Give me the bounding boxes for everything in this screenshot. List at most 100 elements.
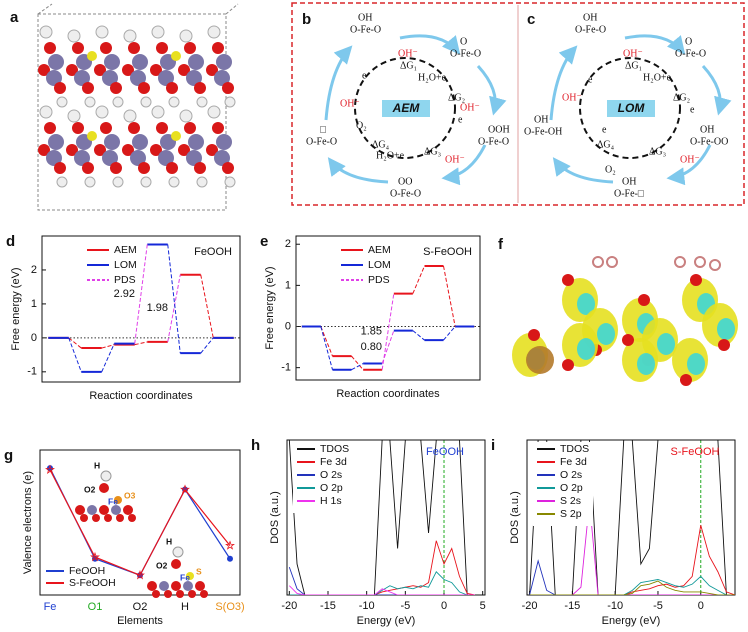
- species: e: [602, 124, 607, 135]
- arrow: [399, 34, 461, 55]
- h-atom: [224, 96, 236, 108]
- fe-atom: [104, 134, 120, 150]
- inset-atom: [200, 590, 208, 598]
- fe-atom: [48, 134, 64, 150]
- x-axis-label: Reaction coordinates: [89, 390, 193, 402]
- connector: [443, 326, 456, 341]
- node-top: OOH: [488, 124, 510, 135]
- inset-atom: [75, 505, 85, 515]
- species: H₂O+e: [643, 72, 672, 83]
- marker: [135, 570, 145, 580]
- o-atom: [66, 64, 78, 76]
- h-atom: [196, 176, 208, 188]
- fe-atom: [102, 70, 118, 86]
- fe-atom: [216, 54, 232, 70]
- inset-atom: [186, 572, 194, 580]
- o-atom: [82, 82, 94, 94]
- connector: [68, 337, 82, 349]
- panel-label: g: [4, 447, 13, 464]
- fe-atom: [46, 150, 62, 166]
- inset-label: H: [94, 460, 100, 470]
- species: OH⁻: [562, 92, 582, 103]
- node-bottom: O-Fe-□: [614, 188, 644, 199]
- species: H₂O+e: [418, 72, 447, 83]
- o-atom: [156, 42, 168, 54]
- node-bottom: O-Fe-O: [390, 188, 421, 199]
- h-atom: [84, 176, 96, 188]
- arrow: [327, 157, 389, 184]
- h-atom: [95, 105, 109, 119]
- node-bottom: O-Fe-OH: [524, 126, 562, 137]
- o-atom: [150, 144, 162, 156]
- inset-label: Fe: [180, 572, 190, 582]
- y-axis-label: DOS (a.u.): [509, 491, 521, 544]
- node-top: OH: [534, 114, 548, 125]
- dos-line: [529, 575, 735, 595]
- h-atom: [196, 96, 208, 108]
- o-atom: [44, 42, 56, 54]
- y-tick-label: 0: [31, 332, 37, 344]
- o-atom: [138, 82, 150, 94]
- legend-label: TDOS: [560, 443, 589, 455]
- node-top: O: [685, 36, 692, 47]
- inset-label: FeOOH: [426, 446, 464, 458]
- o-atom: [110, 162, 122, 174]
- density-lobe: [577, 293, 595, 315]
- h-atom: [606, 256, 618, 268]
- o-atom: [94, 144, 106, 156]
- series-line: [49, 469, 231, 576]
- panel-label: b: [302, 11, 311, 28]
- o-atom: [122, 64, 134, 76]
- inset-atom: [100, 470, 112, 482]
- x-axis-label: Energy (eV): [357, 615, 416, 627]
- inset-label: O2: [84, 484, 96, 494]
- panel-label: c: [527, 11, 535, 28]
- panel-label: f: [498, 236, 504, 253]
- connector: [412, 330, 425, 341]
- connector: [167, 244, 181, 354]
- inset-atom: [111, 505, 121, 515]
- density-lobe: [597, 323, 615, 345]
- arrow: [624, 34, 686, 55]
- legend-label: O 2s: [560, 469, 582, 481]
- o-atom: [212, 122, 224, 134]
- arrow: [476, 64, 507, 116]
- node-bottom: O-Fe-O: [575, 24, 606, 35]
- step-label: ΔG₁: [625, 60, 642, 71]
- inset-label: S-FeOOH: [671, 446, 720, 458]
- cell-box: [37, 13, 227, 211]
- o-atom: [150, 64, 162, 76]
- legend-label: O 2s: [320, 469, 342, 481]
- x-axis-label: Reaction coordinates: [336, 388, 440, 400]
- x-tick-label: 0: [441, 600, 447, 612]
- inset-atom: [147, 581, 157, 591]
- annotation: 1.85: [361, 326, 382, 338]
- step-label: ΔG₄: [597, 139, 615, 150]
- o-atom: [528, 329, 540, 341]
- h-atom: [709, 259, 721, 271]
- center-label: LOM: [618, 101, 646, 115]
- dos-line: [289, 540, 476, 595]
- step-label: ΔG₄: [372, 139, 390, 150]
- connector: [351, 363, 364, 371]
- y-axis-label: DOS (a.u.): [269, 491, 281, 544]
- y-tick-label: -1: [27, 366, 37, 378]
- plot-frame: [41, 235, 241, 383]
- o-atom: [206, 64, 218, 76]
- marker: [90, 551, 100, 562]
- o-atom: [638, 294, 650, 306]
- marker: [45, 464, 55, 474]
- aem-cycle: AEM OH O-Fe-O O O-Fe-O OOH O-Fe-O OO O-F…: [306, 12, 510, 199]
- inset-atom: [114, 496, 122, 504]
- y-axis-label: Free energy (eV): [10, 267, 22, 350]
- dos-line: [289, 570, 475, 595]
- inset-atom: [183, 581, 193, 591]
- inset-atom: [188, 590, 196, 598]
- mechanism-frame: [291, 2, 745, 206]
- inset-atom: [116, 514, 124, 522]
- center-label: AEM: [392, 101, 421, 115]
- fe-atom: [104, 54, 120, 70]
- node-bottom: O-Fe-O: [306, 136, 337, 147]
- legend-label: S 2s: [560, 495, 581, 507]
- h-atom: [39, 105, 53, 119]
